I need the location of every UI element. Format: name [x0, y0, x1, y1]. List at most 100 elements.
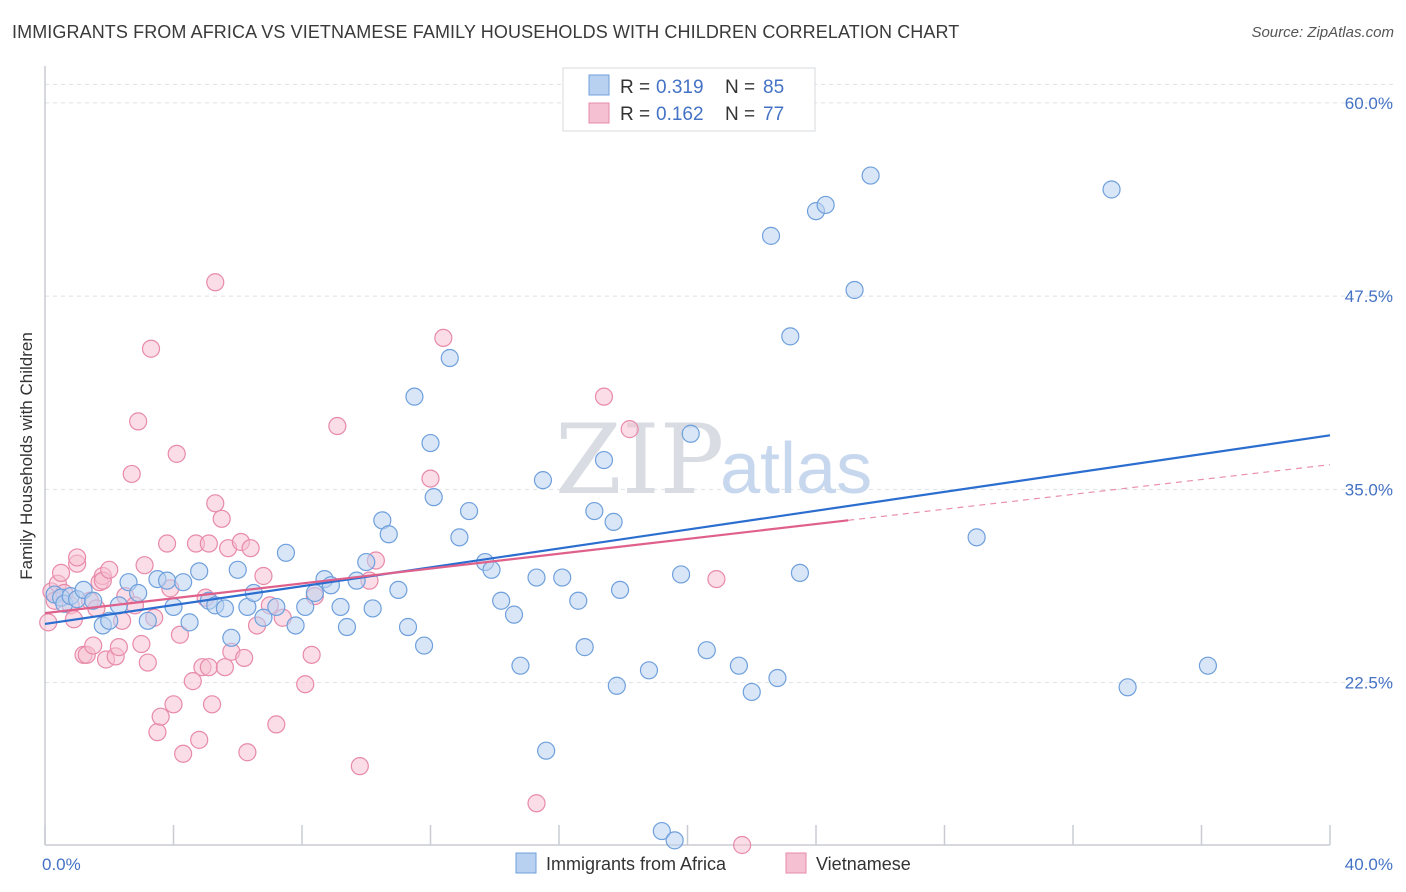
vietnamese-point [206, 494, 225, 513]
vietnamese-point [138, 653, 157, 672]
legend-n-value-africa: 85 [763, 77, 784, 98]
africa-point [781, 327, 800, 346]
africa-point [492, 591, 511, 610]
africa-point [585, 501, 604, 521]
africa-point [174, 573, 193, 592]
vietnamese-point [296, 675, 315, 694]
africa-point [671, 565, 691, 584]
africa-point [639, 661, 659, 680]
africa-point [511, 656, 530, 675]
vietnamese-point [199, 658, 218, 677]
y-tick-label: 60.0% [1345, 94, 1393, 113]
vietnamese-point [174, 744, 193, 763]
series-legend: Immigrants from Africa Vietnamese [515, 852, 911, 874]
legend-n-label-africa: N = [725, 77, 755, 98]
africa-point [357, 552, 376, 572]
vietnamese-point [167, 444, 186, 463]
x-tick-label: 40.0% [1345, 855, 1393, 874]
africa-point [1118, 678, 1137, 697]
africa-point [729, 656, 749, 675]
vietnamese-point [328, 416, 347, 436]
africa-point [527, 568, 546, 587]
africa-point [331, 597, 350, 617]
legend-r-value-africa: 0.319 [656, 77, 704, 98]
vietnamese-point [183, 672, 202, 691]
africa-point [84, 591, 103, 610]
legend-n-value-vietnamese: 77 [763, 104, 784, 125]
watermark: ZIP atlas [555, 404, 872, 516]
vietnamese-point [199, 534, 218, 553]
vietnamese-point [267, 715, 286, 734]
vietnamese-point [122, 464, 141, 484]
vietnamese-point [527, 794, 546, 813]
africa-point [594, 450, 614, 470]
africa-point [697, 641, 716, 660]
africa-point [504, 605, 524, 624]
africa-point [421, 433, 440, 453]
vietnamese-point [51, 563, 71, 583]
africa-point [347, 571, 366, 590]
africa-point [569, 591, 588, 610]
africa-point [276, 543, 296, 562]
vietnamese-point [733, 835, 752, 855]
africa-point [267, 597, 286, 617]
vietnamese-point [132, 634, 151, 654]
x-tick-label: 0.0% [42, 855, 81, 874]
africa-point [286, 616, 305, 635]
africa-point [681, 424, 700, 443]
vietnamese-point [190, 730, 209, 749]
africa-point [414, 636, 434, 655]
africa-point [129, 583, 148, 603]
legend-r-label-africa: R = [620, 77, 650, 98]
vietnamese-point [238, 743, 257, 762]
y-tick-label: 35.0% [1345, 480, 1393, 499]
y-axis-label: Family Households with Children [17, 332, 36, 580]
vietnamese-trend-extension [848, 464, 1331, 521]
correlation-legend: R = 0.319 N = 85 R = 0.162 N = 77 [562, 67, 816, 132]
y-tick-label: 47.5% [1345, 287, 1393, 306]
vietnamese-point [100, 560, 119, 579]
vietnamese-point [129, 412, 148, 431]
africa-point [816, 195, 835, 215]
africa-point [389, 580, 408, 600]
vietnamese-point [109, 638, 128, 657]
vietnamese-point [350, 757, 369, 776]
africa-point [424, 488, 443, 507]
x-tick-labels: 0.0% 40.0% [42, 855, 1393, 874]
vietnamese-point [84, 636, 103, 655]
africa-point [761, 226, 781, 245]
africa-point [610, 580, 630, 600]
vietnamese-point [157, 534, 177, 553]
africa-point [742, 682, 761, 702]
africa-point [337, 617, 357, 637]
vietnamese-point [235, 648, 254, 668]
africa-point [768, 668, 787, 688]
africa-point [607, 676, 626, 695]
africa-point [190, 562, 209, 581]
africa-point [1102, 180, 1121, 199]
vietnamese-point [707, 569, 726, 589]
vietnamese-point [421, 469, 440, 488]
y-tick-labels: 60.0% 47.5% 35.0% 22.5% [1345, 94, 1393, 693]
vietnamese-point [620, 420, 639, 439]
africa-point [157, 571, 177, 590]
y-tick-label: 22.5% [1345, 674, 1393, 693]
africa-point [537, 741, 556, 760]
africa-point [398, 617, 418, 637]
africa-point [138, 611, 157, 630]
africa-point [604, 512, 623, 531]
vietnamese-point [135, 556, 154, 575]
africa-trend-line [44, 434, 1331, 626]
watermark-zip: ZIP [555, 404, 724, 516]
africa-point [363, 599, 382, 618]
africa-point [254, 608, 273, 627]
vietnamese-point [164, 695, 183, 714]
africa-point [222, 628, 241, 647]
vietnamese-point [206, 273, 225, 292]
africa-point [790, 563, 810, 583]
vietnamese-point [141, 339, 161, 358]
africa-point [405, 387, 424, 406]
africa-point [967, 528, 986, 547]
vietnamese-point [594, 387, 614, 406]
vietnamese-point [148, 723, 167, 742]
